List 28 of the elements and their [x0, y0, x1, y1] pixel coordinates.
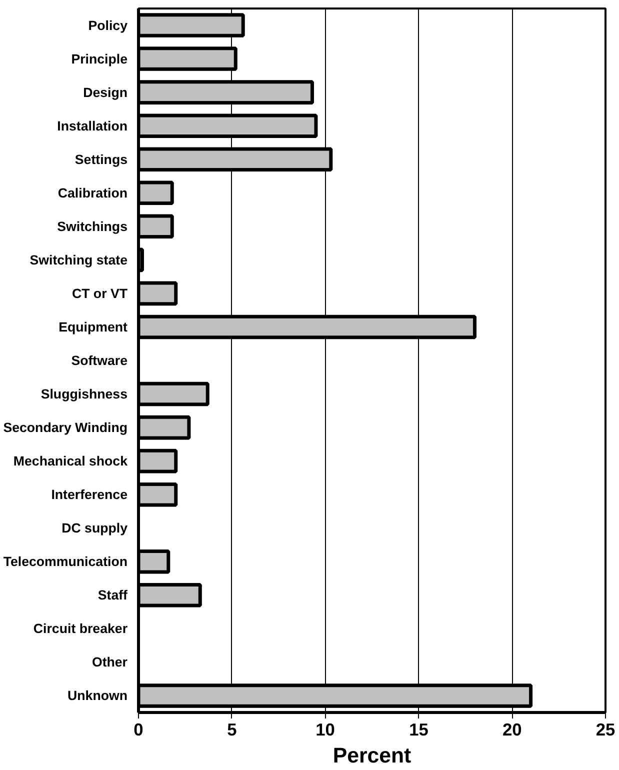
- y-tick-label: Switchings: [57, 218, 128, 234]
- y-tick-label: Equipment: [58, 319, 128, 334]
- y-tick-label: DC supply: [62, 520, 128, 536]
- y-tick-label: Telecommunication: [3, 554, 128, 570]
- y-tick-label: Switching state: [30, 252, 128, 268]
- y-tick-label: Unknown: [68, 688, 128, 704]
- y-tick-label: Principle: [71, 51, 128, 66]
- y-tick-label: Staff: [98, 588, 128, 603]
- y-tick-label: Sluggishness: [40, 386, 128, 402]
- y-tick-label: Mechanical shock: [13, 454, 128, 469]
- x-tick-label: 20: [502, 720, 522, 740]
- y-tick-label: Software: [71, 353, 128, 368]
- y-tick-label: Calibration: [58, 185, 128, 200]
- x-tick-label: 10: [316, 720, 335, 740]
- y-tick-label: Circuit breaker: [33, 621, 128, 636]
- x-axis-title: Percent: [332, 744, 412, 768]
- x-tick-label: 5: [227, 720, 238, 740]
- y-tick-label: Other: [92, 654, 128, 670]
- x-tick-label: 15: [409, 720, 429, 740]
- x-tick-label: 0: [134, 720, 144, 740]
- y-tick-label: Design: [83, 84, 128, 100]
- y-tick-label: Settings: [74, 152, 128, 167]
- y-tick-label: Policy: [88, 18, 128, 33]
- y-tick-label: Installation: [57, 118, 128, 134]
- x-tick-label: 25: [596, 720, 616, 740]
- y-tick-label: Secondary Winding: [3, 420, 128, 436]
- y-tick-label: CT or VT: [72, 286, 128, 301]
- y-tick-label: Interference: [51, 487, 128, 502]
